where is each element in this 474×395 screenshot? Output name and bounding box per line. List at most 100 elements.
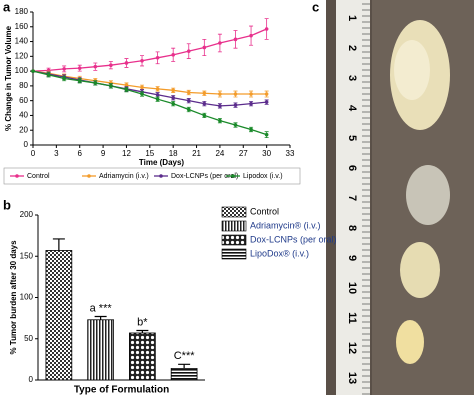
x-tick-label: 3	[54, 149, 59, 158]
legend-marker	[159, 174, 163, 178]
y-tick-label: 0	[24, 140, 29, 149]
error-bar	[136, 329, 149, 333]
point	[155, 56, 160, 60]
point	[249, 92, 253, 96]
y-tick-label: 60	[19, 96, 28, 105]
point	[233, 92, 238, 96]
bar	[45, 250, 73, 381]
legend-swatch	[221, 248, 247, 260]
x-axis-label: Time (Days)	[139, 158, 185, 167]
y-axis-label: % Change in Tumor Volume	[4, 25, 13, 131]
legend-swatch	[221, 220, 247, 232]
point	[171, 53, 175, 57]
legend-marker	[87, 174, 91, 178]
y-tick-label: 0	[29, 375, 34, 384]
y-tick-label: 80	[19, 81, 28, 90]
y-tick-label: 50	[24, 334, 33, 343]
x-tick-label: 0	[31, 149, 36, 158]
y-tick-label: 120	[15, 51, 29, 60]
point	[186, 107, 191, 112]
point	[77, 78, 82, 83]
legend-label: Control	[250, 206, 279, 216]
legend-label: Dox-LCNPs (per oral)	[250, 234, 337, 244]
point	[109, 63, 113, 67]
point	[155, 87, 160, 91]
point	[233, 37, 238, 42]
error-bar	[94, 315, 107, 320]
bar	[129, 332, 156, 381]
point	[249, 33, 253, 38]
x-tick-label: 24	[215, 149, 224, 158]
legend-label: Dox-LCNPs (per oral)	[171, 173, 238, 180]
point	[218, 41, 222, 45]
point	[218, 104, 222, 108]
bar	[87, 319, 114, 381]
point	[155, 97, 160, 101]
ruler-label: 5	[346, 135, 358, 141]
y-tick-label: 100	[20, 293, 34, 302]
ruler-label: 12	[346, 342, 358, 354]
ruler-label: 11	[346, 312, 358, 324]
point	[264, 27, 269, 31]
point	[233, 123, 238, 127]
point	[202, 113, 207, 118]
legend-label: Adriamycin® (i.v.)	[250, 220, 320, 230]
point	[109, 84, 113, 88]
y-axis-label: % Tumor burden after 30 days	[9, 240, 18, 355]
y-tick-label: 150	[20, 251, 34, 260]
bar	[170, 368, 198, 381]
y-tick-label: 180	[15, 7, 29, 16]
legend-label: Control	[27, 173, 50, 180]
y-tick-label: 160	[15, 22, 29, 31]
point	[264, 132, 269, 137]
point	[202, 101, 207, 106]
point	[186, 49, 191, 53]
error-bar	[178, 363, 191, 369]
point	[93, 81, 98, 85]
series-line	[32, 70, 267, 107]
legend-swatch	[221, 234, 247, 246]
error-bar	[52, 238, 65, 251]
point	[93, 64, 98, 69]
ruler-label: 13	[346, 372, 358, 384]
point	[171, 95, 175, 100]
bar-annotation: b*	[137, 316, 148, 328]
point	[186, 90, 191, 95]
point	[264, 92, 269, 96]
point	[186, 98, 191, 103]
bar-annotation: a ***	[90, 302, 113, 314]
point	[62, 76, 66, 81]
point	[249, 127, 253, 132]
point	[218, 118, 222, 123]
y-tick-label: 200	[20, 210, 34, 219]
panel-label: a	[3, 0, 11, 14]
point	[124, 61, 129, 65]
bar-annotation: C***	[174, 350, 196, 362]
y-tick-label: 40	[19, 111, 28, 120]
x-tick-label: 15	[145, 149, 154, 158]
point	[155, 92, 160, 97]
point	[171, 88, 175, 93]
series-line	[32, 70, 267, 95]
point	[31, 69, 35, 73]
y-tick-label: 140	[15, 37, 29, 46]
point	[171, 101, 175, 106]
x-tick-label: 9	[101, 149, 106, 158]
legend-label: LipoDox® (i.v.)	[250, 248, 309, 258]
legend-swatch	[221, 206, 247, 218]
ruler-label: 2	[346, 45, 358, 51]
x-tick-label: 18	[169, 149, 178, 158]
series-line	[32, 28, 267, 72]
ruler-label: 1	[346, 15, 358, 21]
x-tick-label: 33	[286, 149, 295, 158]
x-tick-label: 12	[122, 149, 131, 158]
x-axis-label: Type of Formulation	[74, 385, 169, 395]
point	[140, 58, 144, 63]
ruler-label: 9	[346, 255, 358, 261]
ruler-label: 10	[346, 282, 358, 294]
x-tick-label: 6	[78, 149, 83, 158]
point	[46, 73, 51, 77]
legend-marker	[231, 174, 235, 178]
legend-label: Adriamycin (i.v.)	[99, 173, 149, 180]
